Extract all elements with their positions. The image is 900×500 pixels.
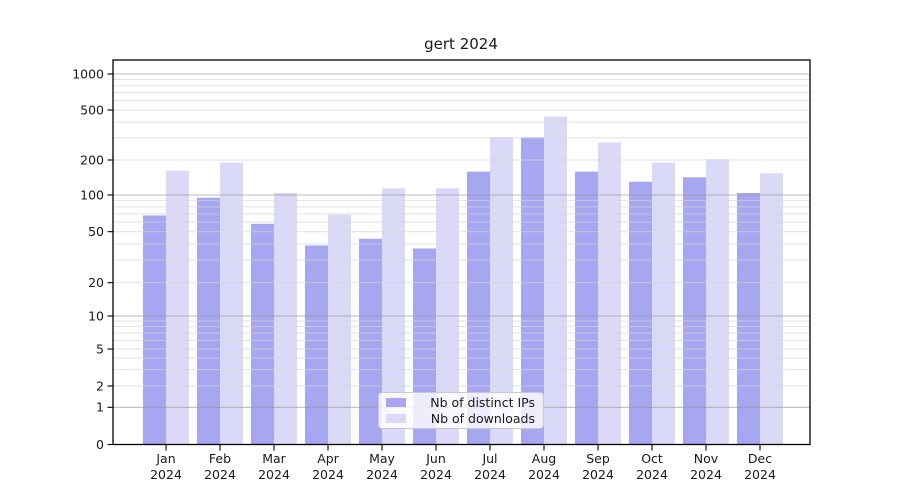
x-tick-label-year: 2024 (312, 467, 344, 482)
y-tick-label: 2 (96, 378, 104, 393)
y-tick-label: 50 (88, 224, 104, 239)
y-tick-label: 1 (96, 400, 104, 415)
x-tick-label-month: Jul (481, 451, 497, 466)
bar-downloads-jan (166, 170, 189, 445)
x-tick-label-year: 2024 (474, 467, 506, 482)
legend-swatch-downloads (386, 414, 406, 423)
bar-downloads-dec (760, 173, 783, 445)
bar-downloads-mar (274, 193, 297, 445)
bar-ips-jan (143, 215, 166, 445)
x-tick-label-month: Jun (425, 451, 446, 466)
axes-spines (112, 59, 811, 446)
y-tick-label: 1000 (72, 66, 104, 81)
x-tick-label-year: 2024 (636, 467, 668, 482)
x-tick-label-year: 2024 (150, 467, 182, 482)
bar-ips-oct (629, 181, 652, 445)
x-tick-label-month: Apr (317, 451, 339, 466)
x-tick-label-year: 2024 (258, 467, 290, 482)
y-tick-label: 500 (80, 102, 104, 117)
legend-entry-downloads: Nb of downloads (386, 411, 535, 426)
bar-downloads-oct (652, 162, 675, 445)
bar-ips-may (359, 238, 382, 445)
y-tick-label: 10 (88, 308, 104, 323)
x-tick-label-year: 2024 (744, 467, 776, 482)
legend-label-distinct-ips: Nb of distinct IPs (430, 395, 535, 410)
legend: Nb of distinct IPs Nb of downloads (378, 392, 544, 429)
x-tick-label-month: Mar (262, 451, 286, 466)
x-tick-label-year: 2024 (582, 467, 614, 482)
x-tick-label-month: May (369, 451, 395, 466)
bar-downloads-apr (328, 214, 351, 445)
chart-title: gert 2024 (424, 35, 498, 53)
x-tick-label-month: Nov (694, 451, 719, 466)
x-tick-label-month: Sep (586, 451, 610, 466)
bar-downloads-aug (544, 116, 567, 445)
x-tick-label-month: Dec (748, 451, 772, 466)
x-tick-label-month: Feb (209, 451, 231, 466)
x-tick-label-month: Aug (532, 451, 556, 466)
bar-downloads-sep (598, 142, 621, 445)
bar-ips-jul (467, 171, 490, 445)
legend-entry-distinct-ips: Nb of distinct IPs (386, 395, 535, 410)
legend-label-downloads: Nb of downloads (430, 411, 535, 426)
x-tick-label-year: 2024 (204, 467, 236, 482)
x-tick-label-year: 2024 (366, 467, 398, 482)
y-tick-label: 5 (96, 341, 104, 356)
x-tick-label-year: 2024 (528, 467, 560, 482)
bar-ips-sep (575, 171, 598, 445)
x-tick-label-year: 2024 (690, 467, 722, 482)
bar-ips-apr (305, 245, 328, 445)
legend-swatch-distinct-ips (386, 398, 406, 407)
bar-ips-mar (251, 223, 274, 445)
y-tick-label: 0 (96, 437, 104, 452)
y-tick-label: 100 (80, 187, 104, 202)
bar-downloads-feb (220, 162, 243, 445)
x-tick-label-month: Jan (155, 451, 175, 466)
bar-ips-dec (737, 193, 760, 445)
y-tick-label: 200 (80, 152, 104, 167)
x-tick-label-month: Oct (641, 451, 663, 466)
bar-downloads-nov (706, 159, 729, 445)
y-tick-label: 20 (88, 275, 104, 290)
bar-ips-nov (683, 177, 706, 445)
x-tick-label-year: 2024 (420, 467, 452, 482)
